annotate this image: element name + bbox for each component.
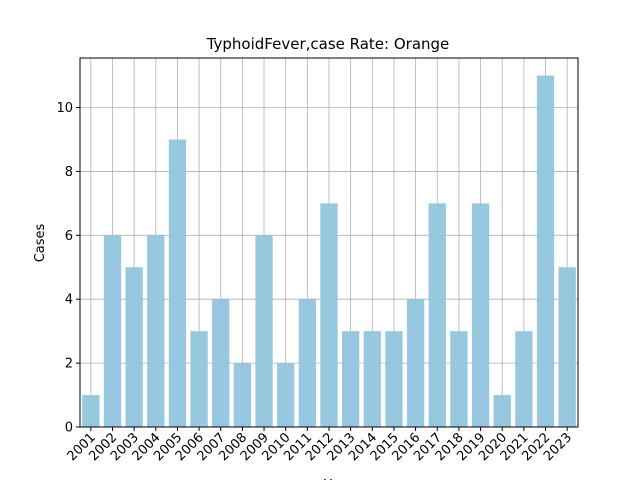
bar-2009 (255, 235, 273, 427)
bar-2016 (406, 299, 425, 427)
bar-2010 (277, 363, 295, 427)
y-tick-label-4: 4 (65, 293, 73, 308)
y-axis-ticks: 0 2 4 6 8 10 (56, 101, 80, 436)
bar-2015 (385, 331, 403, 427)
bar-2005 (168, 139, 187, 427)
bar-2019 (471, 203, 490, 427)
bar-2001 (82, 395, 100, 427)
y-tick-label-6: 6 (65, 229, 73, 244)
bar-2020 (493, 395, 511, 427)
bar-2013 (341, 331, 360, 427)
y-tick-label-8: 8 (65, 165, 73, 180)
y-axis-title: Cases (33, 223, 48, 262)
bar-2007 (212, 299, 230, 427)
bar-2012 (320, 203, 338, 427)
bar-2017 (428, 203, 446, 427)
bar-2022 (536, 75, 555, 428)
bar-2004 (147, 235, 165, 427)
y-tick-label-2: 2 (65, 357, 73, 372)
bar-2003 (125, 267, 143, 427)
x-axis-ticks: 2001200220032004200520062007200820092010… (65, 427, 575, 464)
bar-2018 (450, 331, 468, 427)
bar-2023 (558, 267, 576, 427)
bar-2006 (190, 331, 208, 427)
x-axis-title: Y (323, 478, 332, 480)
chart-title: TyphoidFever,case Rate: Orange (206, 35, 450, 53)
bar-2011 (298, 299, 317, 427)
bar-2021 (515, 331, 533, 427)
y-tick-label-0: 0 (65, 421, 73, 436)
y-tick-label-10: 10 (56, 101, 73, 116)
bar-2008 (233, 363, 252, 427)
bar-2014 (363, 331, 381, 427)
bar-2002 (103, 235, 122, 427)
bars (82, 75, 576, 428)
